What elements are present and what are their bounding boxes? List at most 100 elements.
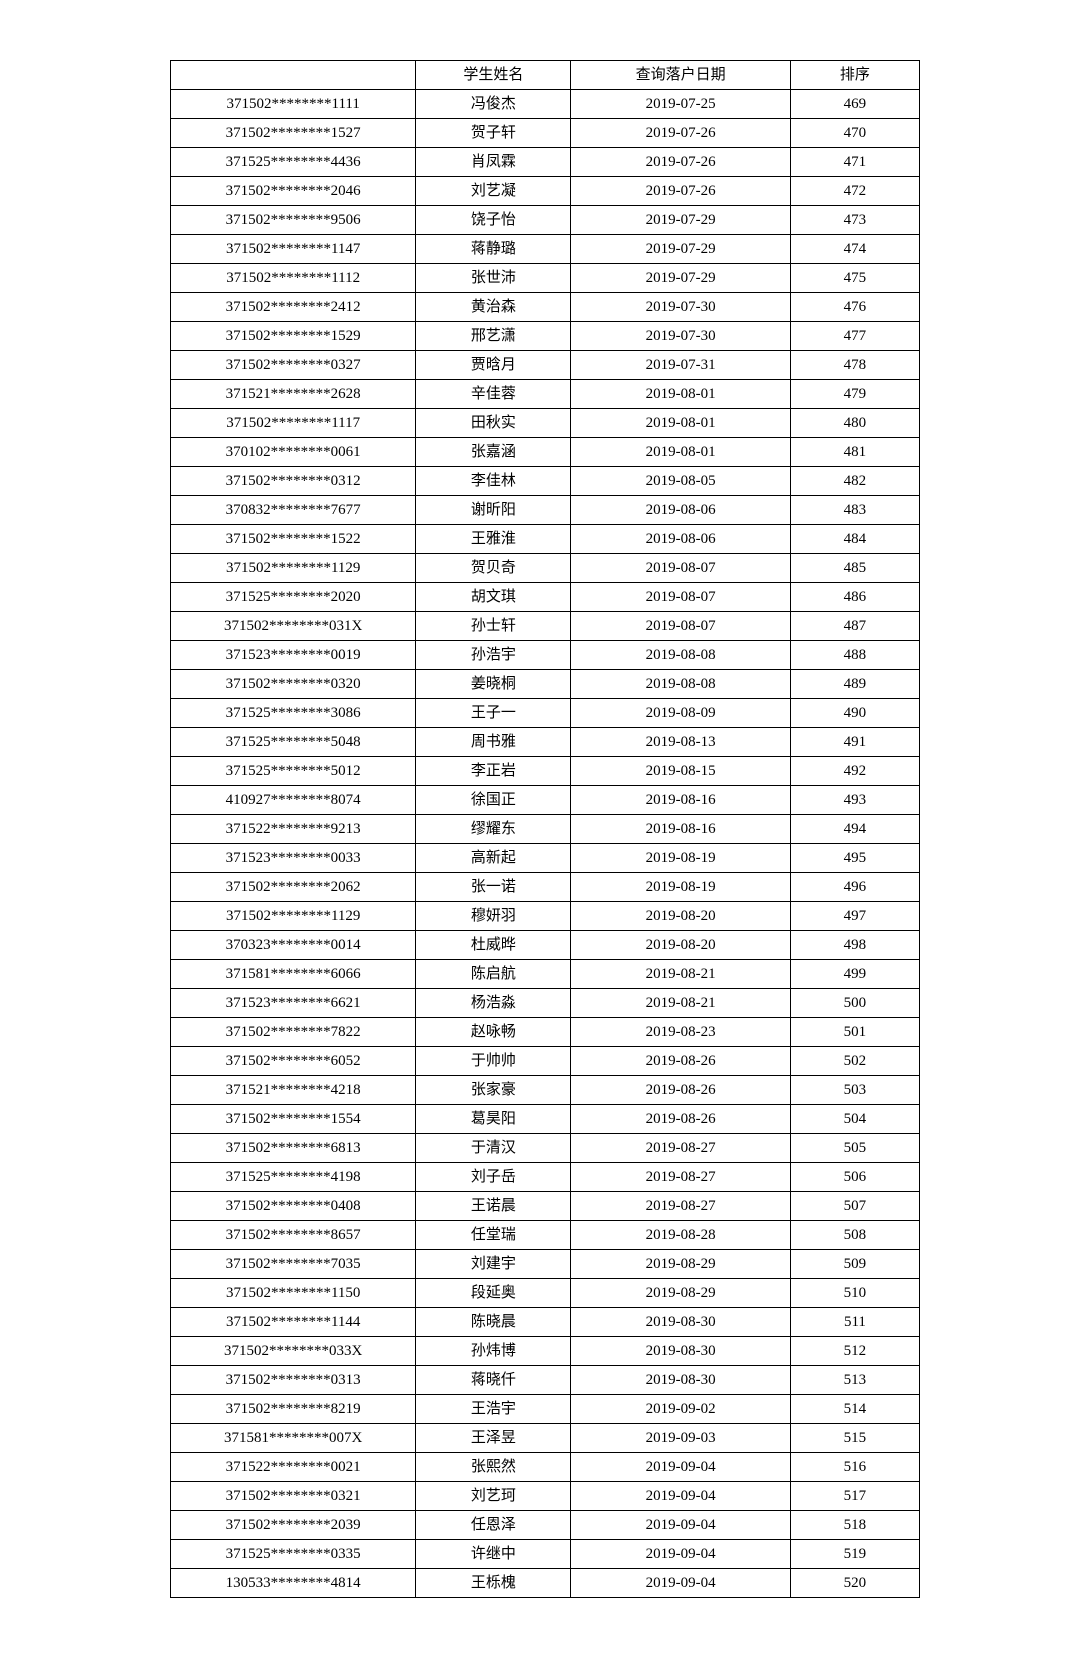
cell-id: 371502********1129 [171, 902, 416, 931]
cell-date: 2019-08-27 [571, 1192, 791, 1221]
cell-rank: 479 [790, 380, 919, 409]
cell-id: 371502********1129 [171, 554, 416, 583]
cell-name: 张家豪 [416, 1076, 571, 1105]
header-rank: 排序 [790, 61, 919, 90]
cell-rank: 473 [790, 206, 919, 235]
table-row: 371521********4218张家豪2019-08-26503 [171, 1076, 920, 1105]
cell-name: 段延奥 [416, 1279, 571, 1308]
cell-date: 2019-08-30 [571, 1366, 791, 1395]
cell-date: 2019-08-21 [571, 989, 791, 1018]
table-row: 371523********6621杨浩淼2019-08-21500 [171, 989, 920, 1018]
cell-name: 徐国正 [416, 786, 571, 815]
cell-id: 371525********3086 [171, 699, 416, 728]
cell-rank: 485 [790, 554, 919, 583]
cell-name: 饶子怡 [416, 206, 571, 235]
cell-rank: 512 [790, 1337, 919, 1366]
cell-rank: 509 [790, 1250, 919, 1279]
cell-name: 孙士轩 [416, 612, 571, 641]
cell-rank: 476 [790, 293, 919, 322]
cell-name: 蒋静璐 [416, 235, 571, 264]
cell-name: 陈启航 [416, 960, 571, 989]
cell-date: 2019-08-01 [571, 380, 791, 409]
cell-rank: 490 [790, 699, 919, 728]
cell-id: 371502********2062 [171, 873, 416, 902]
cell-rank: 481 [790, 438, 919, 467]
cell-id: 371502********6813 [171, 1134, 416, 1163]
table-row: 371502********0327贾晗月2019-07-31478 [171, 351, 920, 380]
cell-name: 王雅淮 [416, 525, 571, 554]
cell-id: 371502********1147 [171, 235, 416, 264]
cell-rank: 518 [790, 1511, 919, 1540]
cell-rank: 493 [790, 786, 919, 815]
cell-rank: 496 [790, 873, 919, 902]
cell-name: 李正岩 [416, 757, 571, 786]
cell-rank: 519 [790, 1540, 919, 1569]
cell-date: 2019-09-04 [571, 1569, 791, 1598]
cell-rank: 471 [790, 148, 919, 177]
cell-id: 371502********6052 [171, 1047, 416, 1076]
cell-date: 2019-09-02 [571, 1395, 791, 1424]
table-body: 371502********1111冯俊杰2019-07-25469371502… [171, 90, 920, 1598]
cell-name: 王栎槐 [416, 1569, 571, 1598]
cell-date: 2019-08-27 [571, 1163, 791, 1192]
cell-id: 371502********1117 [171, 409, 416, 438]
cell-id: 371522********0021 [171, 1453, 416, 1482]
cell-rank: 517 [790, 1482, 919, 1511]
cell-id: 371523********0019 [171, 641, 416, 670]
cell-name: 杜威晔 [416, 931, 571, 960]
cell-date: 2019-08-20 [571, 931, 791, 960]
table-row: 371525********5048周书雅2019-08-13491 [171, 728, 920, 757]
cell-rank: 482 [790, 467, 919, 496]
page-container: 学生姓名 查询落户日期 排序 371502********1111冯俊杰2019… [0, 0, 1080, 1658]
cell-id: 371502********2039 [171, 1511, 416, 1540]
table-row: 371525********2020胡文琪2019-08-07486 [171, 583, 920, 612]
cell-rank: 497 [790, 902, 919, 931]
table-row: 371525********4198刘子岳2019-08-27506 [171, 1163, 920, 1192]
cell-rank: 477 [790, 322, 919, 351]
cell-id: 371502********2412 [171, 293, 416, 322]
table-row: 371502********1529邢艺潇2019-07-30477 [171, 322, 920, 351]
cell-name: 任堂瑞 [416, 1221, 571, 1250]
cell-id: 371502********0320 [171, 670, 416, 699]
cell-date: 2019-08-07 [571, 554, 791, 583]
table-row: 371523********0033高新起2019-08-19495 [171, 844, 920, 873]
cell-name: 赵咏畅 [416, 1018, 571, 1047]
cell-name: 陈晓晨 [416, 1308, 571, 1337]
cell-rank: 489 [790, 670, 919, 699]
cell-name: 贾晗月 [416, 351, 571, 380]
cell-rank: 498 [790, 931, 919, 960]
table-row: 371581********007X王泽昱2019-09-03515 [171, 1424, 920, 1453]
cell-date: 2019-08-09 [571, 699, 791, 728]
cell-id: 371525********4436 [171, 148, 416, 177]
cell-rank: 513 [790, 1366, 919, 1395]
table-row: 371502********1554葛昊阳2019-08-26504 [171, 1105, 920, 1134]
cell-id: 371502********7822 [171, 1018, 416, 1047]
table-row: 371502********031X孙士轩2019-08-07487 [171, 612, 920, 641]
cell-name: 张嘉涵 [416, 438, 571, 467]
cell-name: 刘艺凝 [416, 177, 571, 206]
cell-date: 2019-08-21 [571, 960, 791, 989]
cell-name: 肖凤霖 [416, 148, 571, 177]
table-row: 371502********2039任恩泽2019-09-04518 [171, 1511, 920, 1540]
cell-rank: 474 [790, 235, 919, 264]
cell-name: 刘建宇 [416, 1250, 571, 1279]
cell-id: 371525********5048 [171, 728, 416, 757]
cell-rank: 487 [790, 612, 919, 641]
cell-date: 2019-08-29 [571, 1250, 791, 1279]
cell-id: 371502********031X [171, 612, 416, 641]
table-row: 371522********0021张熙然2019-09-04516 [171, 1453, 920, 1482]
cell-date: 2019-07-29 [571, 264, 791, 293]
table-row: 410927********8074徐国正2019-08-16493 [171, 786, 920, 815]
cell-date: 2019-08-06 [571, 525, 791, 554]
header-date: 查询落户日期 [571, 61, 791, 90]
cell-name: 王泽昱 [416, 1424, 571, 1453]
table-row: 371502********0408王诺晨2019-08-27507 [171, 1192, 920, 1221]
table-row: 371502********2412黄治森2019-07-30476 [171, 293, 920, 322]
table-row: 371525********5012李正岩2019-08-15492 [171, 757, 920, 786]
cell-rank: 514 [790, 1395, 919, 1424]
cell-id: 371502********0321 [171, 1482, 416, 1511]
cell-name: 谢昕阳 [416, 496, 571, 525]
table-row: 371525********4436肖凤霖2019-07-26471 [171, 148, 920, 177]
cell-id: 371502********9506 [171, 206, 416, 235]
table-row: 371502********033X孙炜博2019-08-30512 [171, 1337, 920, 1366]
